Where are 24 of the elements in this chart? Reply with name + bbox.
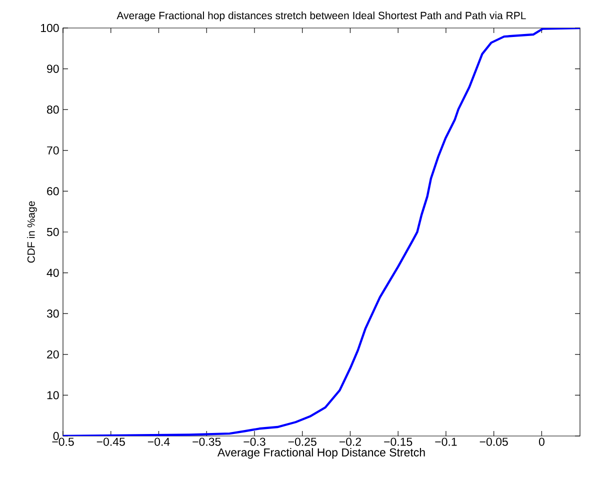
line-series (63, 28, 580, 436)
y-tick-label: 80 (47, 106, 59, 114)
x-tick-label: −0.45 (96, 438, 125, 446)
y-tick-label: 20 (47, 350, 59, 358)
x-axis-title: Average Fractional Hop Distance Stretch (217, 448, 425, 459)
x-tick-label: −0.4 (148, 438, 170, 446)
x-tick-label: −0.25 (288, 438, 316, 446)
y-tick-label: 30 (46, 310, 59, 318)
x-tick-label: −0.15 (384, 438, 412, 446)
y-tick-label: 100 (40, 24, 59, 32)
y-tick-label: 60 (47, 187, 59, 196)
chart-title: Average Fractional hop distances stretch between Ideal Shortest Path and Path via RPL (116, 12, 526, 22)
y-tick-label: 10 (47, 391, 59, 400)
x-tick-label: −0.1 (435, 438, 457, 446)
x-tick-label: −0.2 (339, 438, 361, 446)
x-tick-label: 0 (538, 438, 544, 446)
y-tick-label: 40 (46, 268, 59, 277)
y-tick-label: 70 (47, 146, 59, 154)
y-tick-label: 50 (46, 228, 59, 236)
x-tick-label: −0.05 (480, 438, 508, 446)
y-tick-label: 90 (47, 64, 59, 73)
y-axis-title: CDF in %age (27, 201, 37, 263)
x-tick-label: −0.3 (244, 438, 266, 446)
x-tick-label: −0.35 (192, 438, 221, 446)
